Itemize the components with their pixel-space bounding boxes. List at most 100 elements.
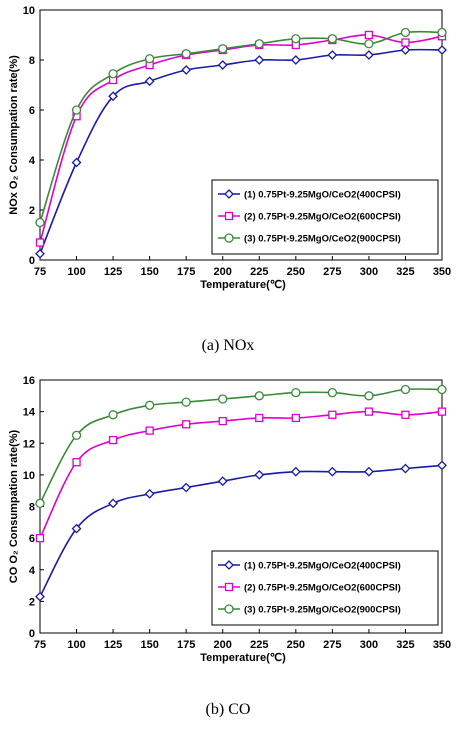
- co-series-3-point: [108, 410, 118, 420]
- nox-series-3-point: [181, 49, 191, 59]
- nox-y-tick-label: 0: [29, 255, 35, 267]
- co-x-tick-label: 200: [214, 639, 232, 651]
- co-series-1-point: [71, 523, 82, 534]
- nox-series-3-point: [144, 54, 155, 64]
- co-chart: 0 2 4 6 8 10 12 14 16 75 100 125 150 175 200 225 250 275 3…: [8, 375, 451, 718]
- co-y-tick-label: 10: [23, 470, 35, 482]
- nox-legend-box: [211, 179, 439, 255]
- nox-series-3-point: [254, 39, 264, 49]
- co-series-1-point: [400, 463, 411, 474]
- co-x-tick-label: 250: [287, 639, 305, 651]
- co-y-tick-label: 14: [23, 407, 36, 419]
- nox-series-1-point: [217, 60, 228, 70]
- co-x-tick-label: 350: [433, 639, 451, 651]
- nox-x-tick-label: 200: [214, 266, 232, 278]
- nox-x-tick-label: 300: [360, 266, 378, 278]
- co-x-tick-label: 225: [250, 639, 268, 651]
- nox-series-3-point: [291, 34, 301, 44]
- nox-y-tick-label: 6: [29, 105, 35, 117]
- co-series-3-point: [437, 384, 447, 395]
- co-y-tick-label: 16: [23, 375, 35, 387]
- nox-series-1-point: [35, 248, 45, 259]
- co-series-3-point: [218, 394, 228, 404]
- co-legend-label-3: (3) 0.75Pt-9.25MgO/CeO2(900CPSI): [244, 605, 401, 616]
- nox-y-tick-label: 8: [29, 55, 35, 67]
- nox-y-tick-label: 10: [23, 5, 35, 17]
- nox-legend-label-2: (2) 0.75Pt-9.25MgO/CeO2(600CPSI): [244, 212, 401, 223]
- co-x-tick-label: 325: [396, 639, 414, 651]
- nox-series-3-point: [35, 217, 45, 228]
- co-legend-label-2: (2) 0.75Pt-9.25MgO/CeO2(600CPSI): [244, 583, 401, 594]
- co-series-1-point: [35, 591, 45, 602]
- nox-series-3-point: [364, 39, 374, 49]
- co-y-tick-label: 4: [29, 565, 36, 577]
- nox-series-3-point: [218, 44, 228, 54]
- co-x-tick-label: 150: [140, 639, 158, 651]
- nox-y-tick-label: 4: [29, 155, 36, 167]
- co-series-1-point: [437, 460, 447, 471]
- co-series-2-point: [218, 416, 227, 426]
- nox-legend-label-3: (3) 0.75Pt-9.25MgO/CeO2(900CPSI): [244, 234, 401, 245]
- co-x-tick-label: 300: [360, 639, 378, 651]
- nox-x-tick-label: 250: [287, 266, 305, 278]
- nox-series-3-point: [437, 27, 447, 38]
- co-series-2-point: [145, 426, 154, 435]
- nox-series-3-point: [327, 34, 338, 44]
- nox-x-tick-label: 150: [140, 266, 158, 278]
- nox-x-tick-label: 325: [396, 266, 414, 278]
- nox-x-tick-label: 175: [177, 266, 195, 278]
- co-series-2-point: [35, 533, 45, 543]
- co-x-tick-label: 125: [104, 639, 122, 651]
- nox-y-tick-label: 2: [29, 205, 35, 217]
- co-series-1-point: [290, 466, 301, 477]
- co-series-2-point: [437, 407, 447, 416]
- nox-series-1-point: [290, 55, 301, 65]
- nox-series-1-point: [400, 45, 411, 55]
- co-legend-marker-1: [224, 560, 234, 570]
- co-series-1-point: [363, 466, 374, 477]
- co-series-3-point: [254, 391, 264, 401]
- co-legend-marker-2: [224, 582, 234, 592]
- nox-x-tick-label: 125: [104, 266, 122, 278]
- nox-series-1-point: [363, 50, 374, 60]
- nox-x-axis-label: Temperature(℃): [200, 279, 286, 291]
- nox-series-2-point: [35, 238, 45, 247]
- nox-series-1-point: [108, 91, 119, 102]
- co-series-2-point: [182, 420, 191, 429]
- co-series-2-point: [401, 410, 410, 419]
- co-caption: (b) CO: [206, 701, 251, 718]
- nox-series-1-point: [437, 45, 447, 55]
- co-series-1-point: [144, 488, 155, 499]
- nox-series-1-point: [254, 55, 265, 65]
- nox-legend-label-1: (1) 0.75Pt-9.25MgO/CeO2(400CPSI): [244, 190, 401, 201]
- co-y-tick-label: 12: [23, 438, 35, 450]
- co-legend-box: [211, 550, 439, 626]
- co-series-2-point: [291, 413, 300, 423]
- co-y-tick-label: 6: [29, 533, 35, 545]
- nox-y-axis-label: NOx O₂ Consumpation rate(%): [8, 55, 20, 215]
- nox-series-1-point: [181, 65, 192, 75]
- co-series-3-point: [144, 400, 155, 410]
- nox-legend-marker-2: [224, 211, 234, 221]
- co-series-3-point: [400, 384, 411, 395]
- co-series-3-point: [181, 397, 191, 407]
- co-series-2-point: [364, 407, 374, 416]
- co-series-2-point: [255, 413, 264, 423]
- co-y-tick-label: 2: [29, 596, 35, 608]
- nox-series-3-point: [108, 69, 118, 79]
- nox-x-tick-label: 75: [34, 266, 46, 278]
- co-y-tick-label: 8: [29, 502, 35, 514]
- nox-chart: 0 2 4 6 8 10 75 100 125 150 175 200 225 250 275 300 325 3…: [8, 5, 451, 354]
- nox-plot-frame: [39, 9, 443, 261]
- nox-series-1-point: [71, 157, 82, 168]
- co-x-tick-label: 100: [67, 639, 85, 651]
- co-series-3-point: [71, 430, 82, 440]
- co-series-3-point: [35, 498, 45, 508]
- nox-series-3-point: [400, 27, 411, 38]
- nox-x-tick-label: 100: [67, 266, 85, 278]
- co-series-3-line: [39, 388, 443, 504]
- co-series-2-line: [39, 410, 443, 539]
- nox-series-2-point: [401, 38, 410, 47]
- nox-series-1-point: [327, 50, 338, 60]
- nox-x-tick-label: 225: [250, 266, 268, 278]
